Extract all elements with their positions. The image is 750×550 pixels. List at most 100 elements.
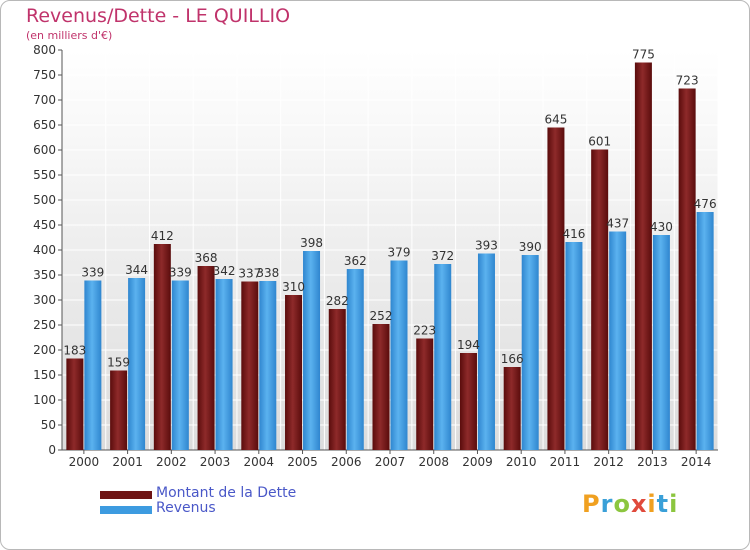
y-tick-label: 800 [33, 43, 56, 57]
data-label-revenue-2010: 390 [519, 240, 542, 254]
logo-letter: r [600, 490, 614, 518]
bar-debt-2014 [678, 88, 696, 450]
bar-revenue-2009 [477, 253, 495, 450]
y-tick-label: 750 [33, 68, 56, 82]
bar-debt-2003 [197, 266, 215, 450]
x-tick-label-2005: 2005 [287, 455, 318, 469]
logo-letter: P [582, 490, 601, 518]
logo-letter: o [613, 490, 631, 518]
y-tick-label: 700 [33, 93, 56, 107]
bar-revenue-2007 [390, 260, 408, 450]
legend-label-revenue: Revenus [156, 500, 216, 516]
bar-revenue-2012 [609, 231, 627, 450]
bar-debt-2007 [372, 324, 390, 450]
data-label-revenue-2003: 342 [213, 264, 236, 278]
bar-revenue-2005 [303, 251, 321, 450]
y-tick-label: 100 [33, 393, 56, 407]
data-label-revenue-2009: 393 [475, 239, 498, 253]
data-label-debt-2010: 166 [501, 352, 524, 366]
data-label-revenue-2006: 362 [344, 254, 367, 268]
bar-debt-2005 [285, 295, 303, 450]
x-tick-label-2010: 2010 [506, 455, 537, 469]
data-label-debt-2003: 368 [195, 251, 218, 265]
data-label-revenue-2001: 344 [125, 263, 148, 277]
x-tick-label-2001: 2001 [112, 455, 143, 469]
y-tick-label: 300 [33, 293, 56, 307]
data-label-revenue-2011: 416 [562, 227, 585, 241]
bar-revenue-2003 [215, 279, 233, 450]
bar-debt-2008 [416, 338, 434, 450]
proxiti-logo: Proxiti [582, 490, 678, 518]
x-tick-label-2013: 2013 [637, 455, 668, 469]
data-label-revenue-2002: 339 [169, 266, 192, 280]
bar-debt-2009 [459, 353, 477, 450]
data-label-debt-2000: 183 [63, 344, 86, 358]
bar-debt-2011 [547, 127, 565, 450]
x-tick-label-2011: 2011 [550, 455, 581, 469]
bar-revenue-2011 [565, 242, 583, 450]
legend-swatch-revenue [100, 506, 152, 514]
data-label-revenue-2004: 338 [256, 266, 279, 280]
bar-debt-2001 [110, 370, 128, 450]
logo-letter: x [630, 490, 648, 518]
y-tick-label: 150 [33, 368, 56, 382]
bar-revenue-2013 [652, 235, 670, 450]
bar-revenue-2000 [84, 280, 102, 450]
legend-swatch-debt [100, 491, 152, 499]
x-tick-label-2006: 2006 [331, 455, 362, 469]
data-label-revenue-2013: 430 [650, 220, 673, 234]
bar-debt-2010 [503, 367, 521, 450]
x-tick-label-2007: 2007 [375, 455, 406, 469]
logo-letter: t [656, 490, 670, 518]
bar-revenue-2001 [128, 278, 146, 450]
y-tick-label: 550 [33, 168, 56, 182]
y-tick-label: 250 [33, 318, 56, 332]
bar-revenue-2006 [346, 269, 364, 450]
bar-debt-2012 [591, 149, 609, 450]
y-tick-label: 650 [33, 118, 56, 132]
x-tick-label-2000: 2000 [69, 455, 100, 469]
y-tick-label: 50 [41, 418, 56, 432]
data-label-debt-2005: 310 [282, 280, 305, 294]
data-label-debt-2002: 412 [151, 229, 174, 243]
x-tick-label-2012: 2012 [593, 455, 624, 469]
data-label-debt-2007: 252 [370, 309, 393, 323]
chart-subtitle: (en milliers d'€) [26, 29, 113, 42]
bar-debt-2002 [153, 244, 171, 450]
legend-label-debt: Montant de la Dette [156, 485, 297, 501]
bar-revenue-2002 [171, 280, 189, 450]
data-label-revenue-2005: 398 [300, 236, 323, 250]
data-label-revenue-2008: 372 [431, 249, 454, 263]
data-label-revenue-2014: 476 [694, 197, 717, 211]
y-tick-label: 450 [33, 218, 56, 232]
bar-revenue-2010 [521, 255, 539, 450]
x-tick-label-2003: 2003 [200, 455, 231, 469]
bar-revenue-2004 [259, 281, 277, 450]
bar-debt-2000 [66, 358, 84, 450]
chart-title: Revenus/Dette - LE QUILLIO [26, 5, 291, 27]
data-label-debt-2012: 601 [588, 135, 611, 149]
y-tick-label: 200 [33, 343, 56, 357]
data-label-revenue-2007: 379 [388, 246, 411, 260]
data-label-debt-2013: 775 [632, 48, 655, 62]
y-tick-label: 500 [33, 193, 56, 207]
logo-letter: i [647, 490, 657, 518]
bar-debt-2004 [241, 281, 259, 450]
x-tick-label-2002: 2002 [156, 455, 187, 469]
x-tick-label-2004: 2004 [244, 455, 275, 469]
logo-letter: i [669, 490, 679, 518]
x-tick-label-2009: 2009 [462, 455, 493, 469]
data-label-debt-2008: 223 [413, 324, 436, 338]
data-label-debt-2001: 159 [107, 356, 130, 370]
data-label-debt-2009: 194 [457, 338, 480, 352]
data-label-debt-2004: 337 [238, 267, 261, 281]
y-tick-label: 600 [33, 143, 56, 157]
y-tick-label: 0 [48, 443, 56, 457]
data-label-revenue-2012: 437 [606, 217, 629, 231]
data-label-debt-2014: 723 [676, 74, 699, 88]
data-label-debt-2006: 282 [326, 294, 349, 308]
data-label-debt-2011: 645 [544, 113, 567, 127]
x-tick-label-2008: 2008 [418, 455, 449, 469]
bar-revenue-2014 [696, 212, 714, 450]
